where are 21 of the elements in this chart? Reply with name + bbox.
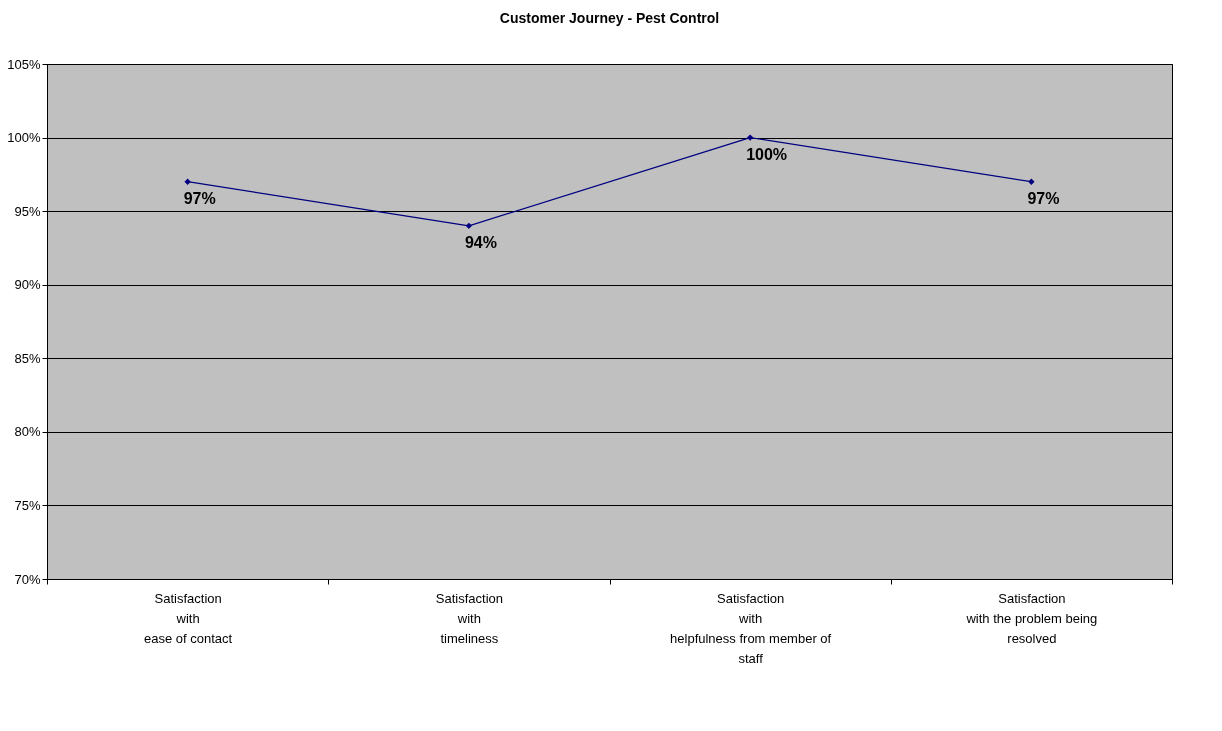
- point: [184, 178, 191, 185]
- x-tick-label: Satisfaction with helpfulness from member of staff: [670, 590, 832, 666]
- y-tick-label: 85%: [14, 350, 41, 366]
- point: [465, 222, 473, 230]
- y-tick-label: 75%: [14, 497, 41, 513]
- x-tick-label: Satisfaction with the problem being resolved: [965, 590, 1098, 646]
- data-label: 97%: [183, 189, 216, 207]
- x-tick-label: Satisfaction with timeliness: [435, 590, 503, 646]
- y-tick-label: 95%: [14, 203, 41, 219]
- y-tick-label: 90%: [14, 277, 41, 293]
- data-label: 97%: [1027, 189, 1060, 207]
- y-tick-label: 100%: [7, 130, 41, 146]
- point: [746, 134, 754, 141]
- point: [1028, 178, 1035, 185]
- data-label: 100%: [746, 145, 788, 163]
- y-tick-label: 80%: [14, 424, 41, 440]
- y-tick-label: 105%: [7, 56, 41, 72]
- data-label: 94%: [464, 233, 497, 251]
- y-tick-label: 70%: [14, 571, 41, 587]
- chart-title: Customer Journey - Pest Control: [499, 10, 720, 26]
- x-tick-label: Satisfaction with ease of contact: [144, 590, 233, 646]
